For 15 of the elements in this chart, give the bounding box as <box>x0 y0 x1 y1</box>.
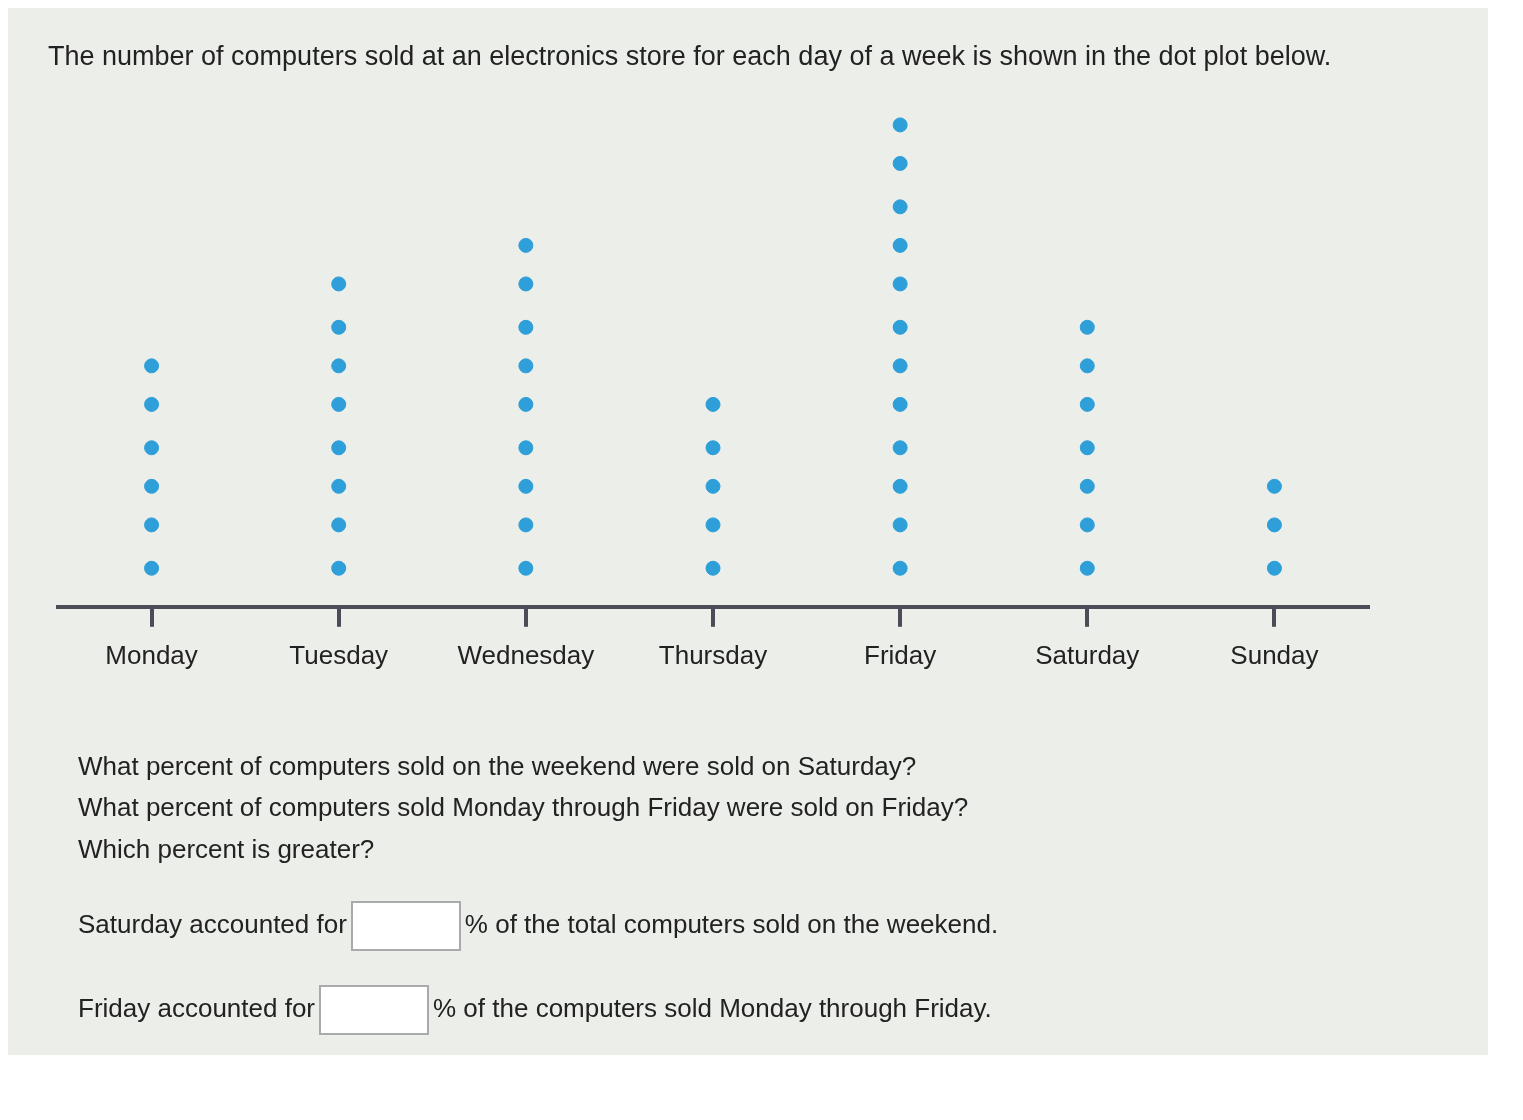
text: What percent of computers sold Monday through Friday were sold on Friday? <box>78 791 970 825</box>
x-tick-label: Monday <box>105 639 198 670</box>
text: Saturday accounted for <box>78 908 347 939</box>
x-tick-label: Tuesday <box>289 639 389 670</box>
x-tick-label: Sunday <box>1230 639 1319 670</box>
x-tick-label: Wednesday <box>457 639 595 670</box>
text: Friday accounted for <box>78 992 316 1023</box>
text: Which percent is greater? <box>78 833 376 866</box>
text: % of the computers sold Monday through Friday. <box>433 992 992 1023</box>
text: What percent of computers sold on the weekend were sold on Saturday? <box>78 749 918 783</box>
chart-title: The number of computers sold at an electronics store for each day of a week is shown in the dot plot below. <box>48 40 1333 73</box>
x-tick-label: Thursday <box>658 639 768 670</box>
x-tick-label: Friday <box>864 639 937 670</box>
x-tick-label: Saturday <box>1035 639 1140 670</box>
text: % of the total computers sold on the weekend. <box>464 908 999 939</box>
